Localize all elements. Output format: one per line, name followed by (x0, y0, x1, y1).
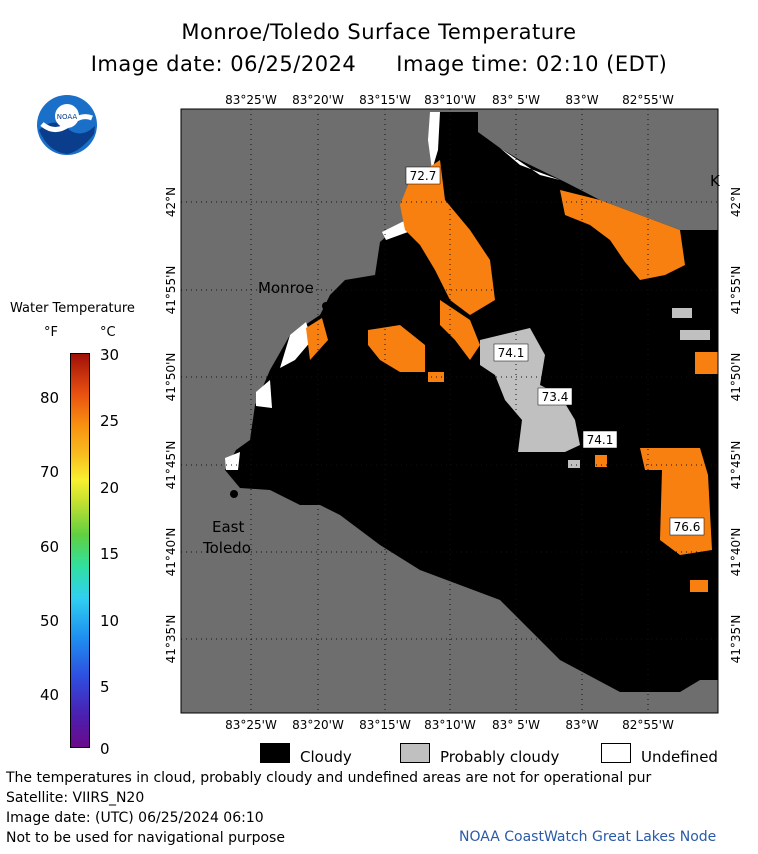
warm-water-patch (695, 352, 718, 374)
c-tick: 15 (100, 545, 120, 563)
footer-utc-date: Image date: (UTC) 06/25/2024 06:10 (6, 810, 264, 826)
lon-label-bottom: 83°15'W (359, 718, 411, 732)
lat-label-left: 41°40'N (164, 528, 178, 577)
lon-label-bottom: 83°20'W (292, 718, 344, 732)
undefined-area (256, 380, 272, 408)
probably-cloudy-area (568, 460, 580, 468)
image-date: Image date: 06/25/2024 (90, 52, 357, 76)
lat-label-left: 41°55'N (164, 266, 178, 315)
footer-satellite: Satellite: VIIRS_N20 (6, 790, 145, 806)
lat-label-right: 41°45'N (729, 441, 743, 490)
page-title: Monroe/Toledo Surface Temperature (181, 20, 577, 44)
legend-swatch-cloudy (260, 743, 290, 763)
temp-label-box (669, 517, 705, 536)
city-marker-toledo (230, 490, 238, 498)
lon-label-top: 82°55'W (622, 93, 674, 107)
f-tick: 50 (40, 612, 60, 630)
place-label-k: K (710, 172, 721, 190)
lat-label-right: 41°55'N (729, 266, 743, 315)
noaa-logo-text: NOAA (57, 113, 78, 121)
lon-label-bottom: 83°10'W (424, 718, 476, 732)
lon-label-bottom: 83° 5'W (492, 718, 540, 732)
footer-nav-warning: Not to be used for navigational purpose (6, 830, 285, 846)
warm-water-patch (690, 580, 708, 592)
f-tick: 70 (40, 463, 60, 481)
lon-label-bottom: 82°55'W (622, 718, 674, 732)
warm-water-patch (306, 318, 328, 360)
c-tick: 30 (100, 346, 120, 364)
legend-label-cloudy: Cloudy (300, 748, 352, 766)
lat-label-right: 41°50'N (729, 353, 743, 402)
legend-title: Water Temperature (10, 301, 135, 316)
temp-label: 76.6 (674, 520, 701, 534)
warm-water-patch (560, 190, 685, 280)
temp-label-box (537, 387, 573, 406)
temp-label-box (405, 166, 441, 185)
temp-label-box (493, 343, 529, 362)
footer-credit: NOAA CoastWatch Great Lakes Node (459, 829, 717, 845)
lat-label-left: 42°N (164, 187, 178, 217)
map-frame (180, 108, 719, 714)
temp-label: 73.4 (542, 390, 569, 404)
lat-label-right: 41°35'N (729, 615, 743, 664)
warm-water-patch (368, 325, 425, 372)
undefined-area (382, 218, 410, 240)
lat-label-right: 41°40'N (729, 528, 743, 577)
temp-label: 72.7 (410, 169, 437, 183)
lat-label-left: 41°50'N (164, 353, 178, 402)
warm-water-patch (400, 160, 495, 315)
lon-label-top: 83°W (565, 93, 598, 107)
legend-swatch-probably-cloudy (400, 743, 430, 763)
lon-label-top: 83°25'W (225, 93, 277, 107)
lon-label-top: 83°20'W (292, 93, 344, 107)
warm-water-patch (595, 455, 607, 467)
legend-label-undefined: Undefined (641, 748, 718, 766)
place-label-monroe: Monroe (258, 279, 314, 297)
lon-label-top: 83° 5'W (492, 93, 540, 107)
probably-cloudy-area (680, 330, 710, 340)
image-datetime: Image date: 06/25/2024 Image time: 02:10 … (0, 52, 758, 76)
c-tick: 10 (100, 612, 120, 630)
lon-label-bottom: 83°25'W (225, 718, 277, 732)
c-tick: 25 (100, 412, 120, 430)
lat-label-left: 41°35'N (164, 615, 178, 664)
lon-label-top: 83°10'W (424, 93, 476, 107)
c-tick: 5 (100, 678, 110, 696)
f-tick: 80 (40, 389, 60, 407)
legend-label-probably-cloudy: Probably cloudy (440, 748, 560, 766)
image-time: Image time: 02:10 (EDT) (396, 52, 668, 76)
city-marker-monroe (322, 302, 330, 310)
temp-label: 74.1 (587, 433, 614, 447)
unit-celsius: °C (100, 325, 116, 340)
lon-label-top: 83°15'W (359, 93, 411, 107)
lat-label-left: 41°45'N (164, 441, 178, 490)
noaa-logo-icon: NOAA (37, 95, 97, 155)
c-tick: 0 (100, 740, 110, 758)
f-tick: 60 (40, 538, 60, 556)
lon-label-bottom: 83°W (565, 718, 598, 732)
place-label-east: East (212, 518, 244, 536)
temperature-colorbar (70, 353, 90, 748)
legend-swatch-undefined (601, 743, 631, 763)
temp-label-box (582, 430, 618, 449)
probably-cloudy-area (672, 308, 692, 318)
lat-label-right: 42°N (729, 187, 743, 217)
graticule (181, 109, 718, 713)
f-tick: 40 (40, 686, 60, 704)
undefined-area (280, 322, 312, 368)
place-label-toledo: Toledo (202, 539, 251, 557)
temp-label: 74.1 (498, 346, 525, 360)
footer-disclaimer: The temperatures in cloud, probably clou… (6, 770, 652, 786)
unit-fahrenheit: °F (44, 325, 58, 340)
c-tick: 20 (100, 479, 120, 497)
lake-cloud-mask (225, 112, 718, 692)
undefined-area (428, 112, 440, 170)
